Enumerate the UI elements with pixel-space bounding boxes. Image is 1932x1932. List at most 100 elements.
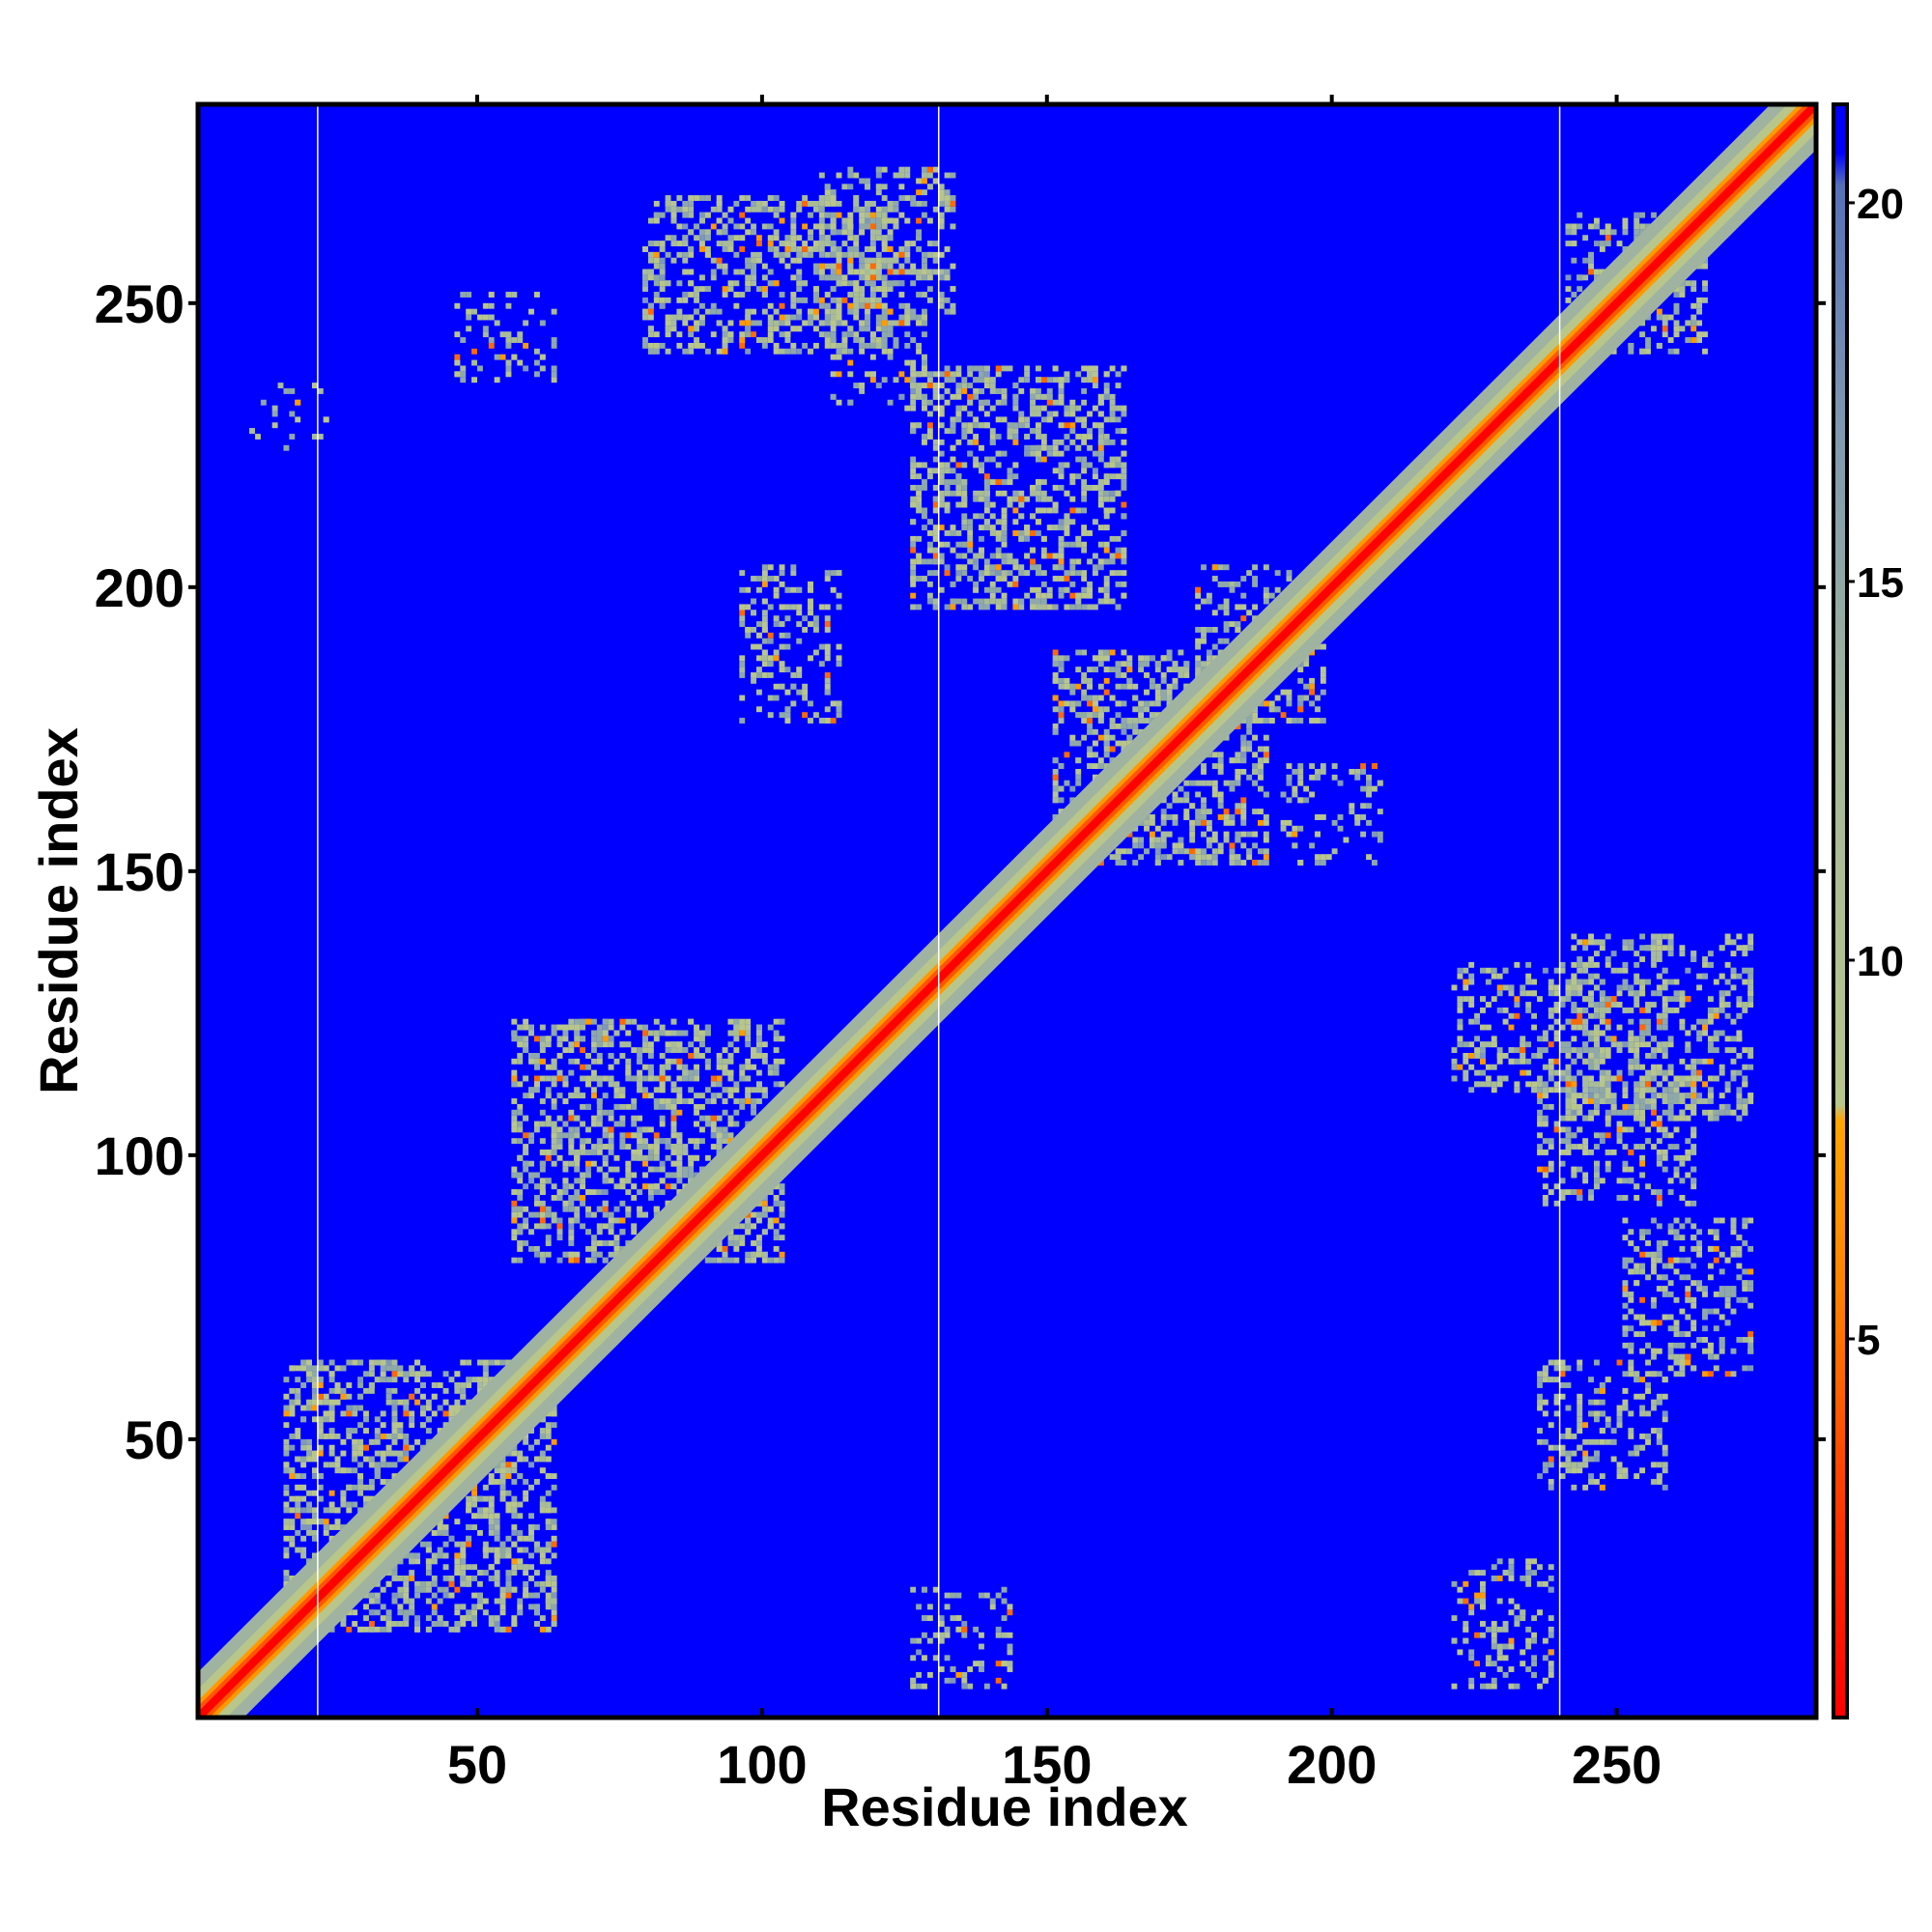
heatmap-cell [1742,951,1748,957]
heatmap-cell [950,206,956,213]
heatmap-cell [1109,553,1116,559]
heatmap-cell [1679,1024,1686,1031]
heatmap-cell [938,292,945,298]
heatmap-cell [1109,399,1116,406]
heatmap-cell [1075,405,1082,412]
heatmap-cell [1109,598,1116,605]
heatmap-cell [1537,1149,1543,1155]
heatmap-cell [1634,1280,1640,1287]
heatmap-cell [904,320,911,327]
heatmap-cell [859,337,866,343]
heatmap-cell [1069,422,1076,429]
heatmap-cell [1468,979,1475,985]
heatmap-cell [841,297,848,303]
heatmap-cell [1650,1069,1657,1076]
heatmap-cell [1485,1041,1492,1048]
heatmap-cell [761,342,768,349]
heatmap-cell [1537,1115,1543,1122]
heatmap-cell [1081,456,1088,463]
heatmap-cell [1628,1308,1634,1315]
heatmap-cell [1702,348,1708,355]
heatmap-cell [1246,740,1253,747]
heatmap-cell [812,308,819,315]
heatmap-cell [1634,973,1640,980]
heatmap-cell [1064,541,1070,548]
heatmap-cell [869,377,876,384]
heatmap-cell [812,241,819,247]
heatmap-cell [1719,1093,1725,1099]
heatmap-cell [916,189,923,196]
heatmap-cell [1690,1365,1697,1372]
heatmap-cell [1052,649,1059,656]
heatmap-cell [922,558,927,565]
heatmap-cell [642,274,648,281]
heatmap-cell [739,269,746,275]
heatmap-cell [938,274,945,281]
heatmap-cell [1582,1144,1589,1150]
heatmap-cell [881,184,888,190]
heatmap-cell [1650,1053,1657,1059]
heatmap-cell [1634,1183,1640,1190]
heatmap-cell [950,422,956,429]
heatmap-cell [1514,961,1520,968]
heatmap-cell [1103,763,1110,769]
heatmap-cell [1240,860,1247,866]
heatmap-cell [1046,393,1053,400]
heatmap-cell [499,331,506,338]
heatmap-cell [836,399,842,406]
heatmap-cell [1742,1007,1748,1013]
heatmap-cell [1097,655,1104,662]
heatmap-cell [961,501,968,508]
heatmap-cell [1012,422,1019,429]
heatmap-cell [688,348,695,355]
heatmap-cell [1240,752,1247,758]
heatmap-cell [1024,553,1031,559]
heatmap-cell [1639,1064,1646,1070]
heatmap-cell [1252,809,1259,815]
heatmap-cell [983,383,990,389]
heatmap-cell [1571,1024,1577,1031]
heatmap-cell [1537,1144,1543,1150]
heatmap-cell [1616,241,1623,247]
heatmap-cell [1058,399,1065,406]
heatmap-cell [716,206,723,213]
heatmap-cell [1252,564,1259,571]
heatmap-cell [1610,1093,1617,1099]
heatmap-cell [950,195,956,201]
heatmap-cell [1730,1251,1737,1258]
heatmap-cell [1622,1280,1629,1287]
heatmap-cell [1480,1024,1486,1031]
heatmap-cell [1565,274,1572,281]
heatmap-cell [836,308,842,315]
heatmap-cell [1565,1053,1572,1059]
heatmap-cell [1662,326,1668,332]
heatmap-cell [938,200,945,207]
heatmap-cell [1235,837,1241,843]
heatmap-cell [1240,592,1247,599]
heatmap-cell [887,348,894,355]
heatmap-cell [1103,383,1110,389]
heatmap-cell [979,422,984,429]
heatmap-cell [1046,399,1053,406]
heatmap-cell [1634,996,1640,1003]
heatmap-cell [922,359,927,366]
heatmap-cell [1656,1240,1662,1246]
heatmap-cell [1588,1053,1594,1059]
heatmap-cell [808,212,813,218]
heatmap-cell [1040,570,1047,577]
heatmap-cell [1195,819,1202,826]
heatmap-cell [983,604,990,611]
heatmap-cell [1656,1018,1662,1025]
heatmap-cell [995,530,1002,536]
heatmap-cell [1354,774,1361,781]
heatmap-cell [973,513,980,520]
heatmap-cell [1593,1456,1600,1463]
heatmap-cell [922,371,927,378]
heatmap-cell [784,235,791,242]
heatmap-cell [1548,1041,1554,1048]
heatmap-cell [1707,1007,1714,1013]
heatmap-cell [1201,780,1207,786]
heatmap-cell [1667,979,1674,985]
heatmap-cell [488,292,495,298]
heatmap-cell [887,326,894,332]
